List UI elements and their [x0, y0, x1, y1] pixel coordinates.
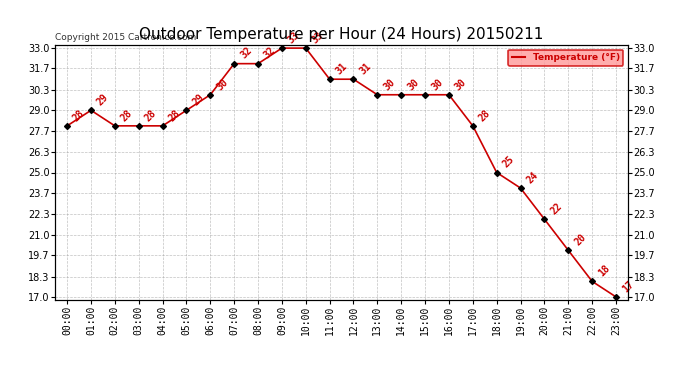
Title: Outdoor Temperature per Hour (24 Hours) 20150211: Outdoor Temperature per Hour (24 Hours) …: [139, 27, 544, 42]
Text: 20: 20: [573, 232, 588, 248]
Text: 17: 17: [620, 279, 635, 294]
Text: 30: 30: [382, 76, 397, 92]
Text: 30: 30: [215, 76, 230, 92]
Text: 30: 30: [429, 76, 444, 92]
Text: 30: 30: [453, 76, 469, 92]
Text: 22: 22: [549, 201, 564, 216]
Text: 28: 28: [71, 108, 87, 123]
Text: 28: 28: [119, 108, 135, 123]
Text: 29: 29: [190, 92, 206, 108]
Text: 28: 28: [143, 108, 158, 123]
Text: Copyright 2015 Cartronics.com: Copyright 2015 Cartronics.com: [55, 33, 197, 42]
Text: 25: 25: [501, 154, 516, 170]
Legend: Temperature (°F): Temperature (°F): [509, 50, 623, 66]
Text: 33: 33: [286, 30, 302, 45]
Text: 28: 28: [167, 108, 182, 123]
Text: 29: 29: [95, 92, 110, 108]
Text: 30: 30: [405, 76, 421, 92]
Text: 18: 18: [596, 263, 611, 279]
Text: 28: 28: [477, 108, 493, 123]
Text: 31: 31: [357, 61, 373, 76]
Text: 24: 24: [524, 170, 540, 185]
Text: 32: 32: [262, 45, 277, 61]
Text: 31: 31: [334, 61, 349, 76]
Text: 32: 32: [238, 45, 254, 61]
Text: 33: 33: [310, 30, 325, 45]
